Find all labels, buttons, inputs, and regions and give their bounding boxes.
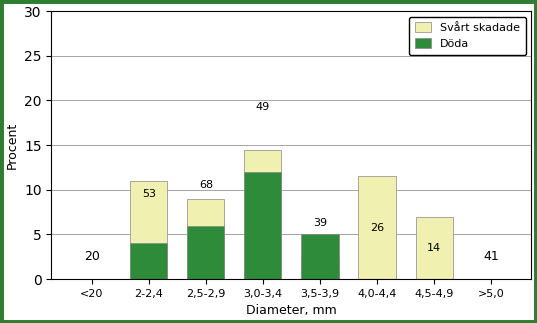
Bar <box>187 225 224 279</box>
Bar <box>244 150 281 279</box>
Text: 39: 39 <box>313 218 327 228</box>
Bar <box>130 181 168 279</box>
Bar <box>244 172 281 279</box>
Y-axis label: Procent: Procent <box>5 121 19 169</box>
Bar <box>359 176 396 279</box>
Text: 26: 26 <box>370 223 384 233</box>
Legend: Svårt skadade, Döda: Svårt skadade, Döda <box>409 16 526 55</box>
Bar <box>187 199 224 279</box>
Text: 14: 14 <box>427 243 441 253</box>
X-axis label: Diameter, mm: Diameter, mm <box>246 305 337 318</box>
Bar <box>416 217 453 279</box>
Text: 53: 53 <box>142 189 156 199</box>
Bar <box>130 244 168 279</box>
Text: 41: 41 <box>483 250 499 263</box>
Bar <box>301 257 338 279</box>
Text: 49: 49 <box>256 102 270 112</box>
Text: 68: 68 <box>199 180 213 190</box>
Bar <box>301 234 338 279</box>
Text: 20: 20 <box>84 250 100 263</box>
